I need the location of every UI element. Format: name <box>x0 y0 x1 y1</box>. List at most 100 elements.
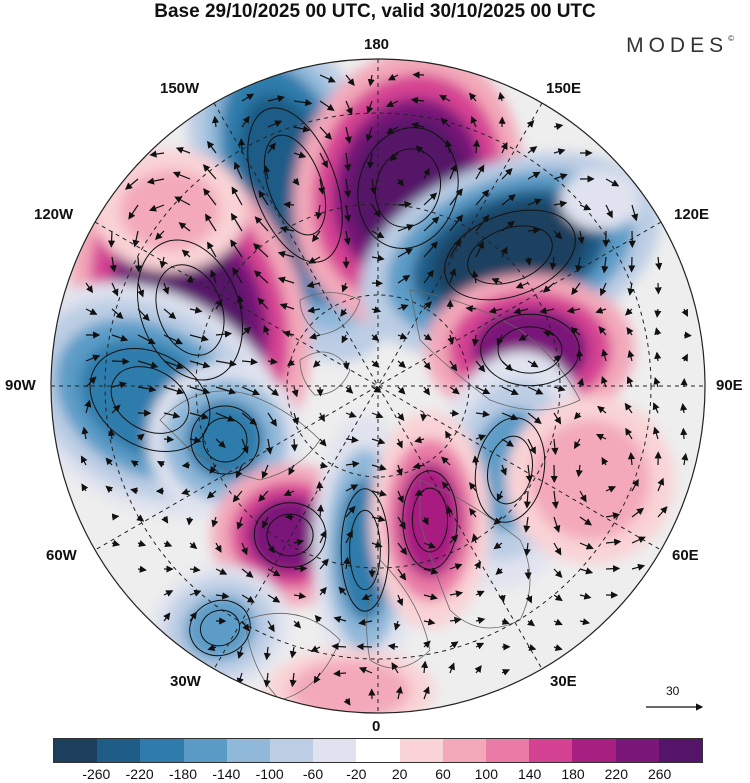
wind-vector <box>289 672 297 688</box>
lon-label-60w: 60W <box>46 547 77 564</box>
wind-vector <box>344 152 352 172</box>
wind-vector <box>265 438 273 455</box>
wind-vector <box>391 662 399 674</box>
wind-vector <box>470 115 478 128</box>
wind-vector <box>258 190 269 206</box>
wind-vector <box>573 411 582 420</box>
wind-vector <box>371 360 380 368</box>
wind-vector <box>137 334 156 345</box>
wind-vector <box>137 360 159 369</box>
wind-vector <box>343 556 351 570</box>
wind-vector <box>475 410 491 418</box>
wind-vector <box>189 412 209 420</box>
wind-vector <box>241 326 252 336</box>
wind-vector <box>397 360 406 369</box>
wind-vector <box>344 204 352 223</box>
wind-vector <box>423 360 431 370</box>
height-contour <box>444 209 576 301</box>
wind-vector <box>631 563 646 571</box>
wind-vector <box>235 464 243 479</box>
wind-vector <box>681 452 689 466</box>
wind-vector <box>341 282 349 293</box>
colorbar-bin-6 <box>313 739 357 762</box>
positive-anomaly-shade <box>290 660 410 713</box>
wind-vector <box>601 376 608 388</box>
wind-vector <box>449 386 460 395</box>
wind-vector <box>345 530 353 544</box>
wind-vector <box>333 669 347 678</box>
wind-vector <box>515 281 529 289</box>
wind-vector <box>371 230 385 239</box>
wind-vector <box>500 141 508 154</box>
wind-vector <box>420 660 429 674</box>
wind-vector <box>80 455 88 466</box>
wind-vector <box>279 303 295 310</box>
wind-vector <box>627 350 635 362</box>
wind-vector <box>111 539 121 547</box>
wind-vector <box>293 620 302 629</box>
wind-vector <box>386 100 399 107</box>
wind-vector <box>207 241 217 258</box>
colorbar-tick-label: 60 <box>435 766 451 782</box>
wind-vector <box>627 282 635 296</box>
wind-vector <box>570 327 581 336</box>
wind-vector <box>85 376 97 388</box>
wind-vector <box>288 464 296 476</box>
wind-vector <box>293 125 311 133</box>
wind-vector <box>605 565 621 573</box>
wind-vector <box>371 204 381 218</box>
wind-vector <box>527 146 538 154</box>
brand-text: MODES <box>626 34 729 57</box>
wind-vector <box>423 216 440 232</box>
wind-vector <box>236 294 244 310</box>
wind-vector <box>210 269 217 284</box>
wind-vector <box>345 411 357 418</box>
wind-vector <box>527 438 536 455</box>
wind-vector <box>423 167 430 180</box>
wind-vector <box>181 461 191 469</box>
wind-vector <box>241 568 254 578</box>
colorbar-bin-0 <box>54 739 98 762</box>
wind-vector <box>501 220 515 232</box>
wind-vector <box>579 618 591 626</box>
wind-vector <box>293 565 308 573</box>
wind-vector <box>163 590 174 597</box>
wind-vector <box>525 464 533 483</box>
wind-vector <box>371 463 387 471</box>
wind-vector <box>475 590 485 598</box>
wind-vector <box>241 93 255 102</box>
wind-vector <box>215 438 226 449</box>
wind-vector <box>137 540 147 547</box>
wind-vector <box>396 594 404 607</box>
wind-vector <box>253 243 269 258</box>
wind-vector <box>230 239 243 258</box>
wind-vector <box>181 488 191 496</box>
wind-vector <box>423 269 434 284</box>
wind-vector <box>553 516 561 533</box>
wind-vector <box>206 490 217 499</box>
wind-vector <box>542 282 555 293</box>
wind-vector <box>501 194 516 206</box>
wind-vector <box>449 360 458 372</box>
lon-label-150e: 150E <box>546 80 582 97</box>
wind-vector <box>551 490 559 509</box>
wind-vector <box>396 178 405 187</box>
wind-vector <box>367 152 375 170</box>
wind-vector <box>579 592 592 600</box>
wind-vector <box>319 586 327 596</box>
wind-vector <box>215 298 223 310</box>
height-contour <box>199 609 241 647</box>
negative-anomaly-shade <box>184 595 256 661</box>
wind-vector <box>267 95 285 103</box>
wind-vector <box>626 326 634 336</box>
colorbar-bin-13 <box>615 739 659 762</box>
colorbar-tick-label: 20 <box>391 766 408 782</box>
wind-vector <box>125 178 139 190</box>
wind-vector <box>475 434 487 442</box>
wind-vector <box>161 515 169 524</box>
wind-vector <box>397 490 404 504</box>
wind-vector <box>263 672 271 688</box>
colorbar-bin-11 <box>529 739 573 762</box>
wind-vector <box>174 196 191 206</box>
wind-vector <box>105 485 114 493</box>
